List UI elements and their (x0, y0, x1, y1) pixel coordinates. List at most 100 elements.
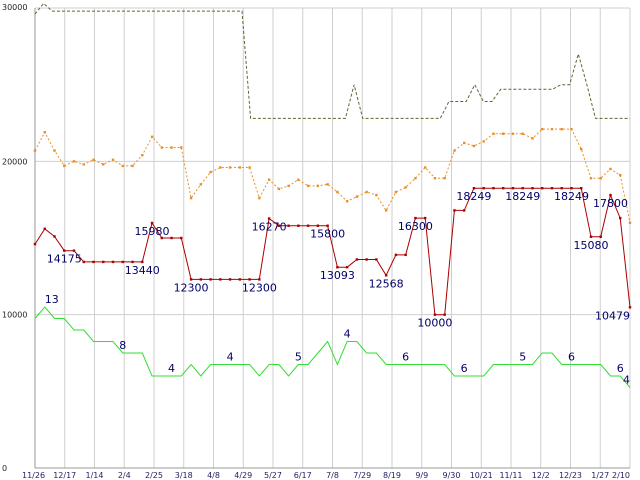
data-point (375, 258, 378, 261)
x-tick-label: 12/23 (559, 471, 582, 480)
grid (34, 7, 631, 469)
data-point (384, 274, 388, 277)
data-label: 5 (519, 351, 526, 364)
data-point (462, 141, 466, 145)
data-point (306, 224, 310, 227)
x-tick-label: 2/4 (118, 471, 131, 480)
data-point (599, 235, 602, 238)
data-point (443, 313, 446, 316)
data-point (53, 149, 56, 152)
data-point (365, 258, 368, 261)
data-label: 4 (344, 328, 351, 341)
data-point (248, 166, 251, 169)
data-point (238, 166, 242, 169)
x-tick-label: 8/19 (383, 471, 401, 480)
data-point (570, 186, 573, 190)
data-point (472, 186, 476, 190)
data-point (482, 140, 485, 143)
data-point (209, 170, 212, 174)
data-point (43, 227, 46, 230)
data-point (111, 158, 115, 161)
data-point (180, 146, 183, 149)
data-label: 10479 (595, 309, 630, 322)
data-point (267, 178, 271, 181)
x-tick-label: 6/17 (294, 471, 312, 480)
data-point (228, 278, 232, 281)
data-point (433, 177, 437, 180)
data-point (482, 186, 485, 190)
data-labels: 14175 13440 15980 12300 12300 16270 15800 13093… (45, 190, 630, 386)
data-point (336, 266, 339, 269)
data-point (619, 173, 622, 177)
data-point (43, 131, 46, 134)
data-point (316, 184, 320, 188)
data-point (609, 167, 612, 171)
data-point (609, 193, 612, 197)
data-point (92, 158, 95, 161)
data-point (501, 186, 505, 190)
data-point (570, 127, 573, 131)
data-point (550, 127, 554, 131)
data-label: 15980 (135, 225, 170, 238)
data-label: 12300 (242, 281, 277, 294)
data-point (462, 209, 466, 212)
series-line-3 (34, 187, 631, 316)
x-tick-label: 2/25 (145, 471, 163, 480)
data-point (511, 186, 515, 190)
data-point (589, 235, 593, 238)
data-point (628, 221, 632, 224)
data-point (209, 278, 212, 281)
data-point (33, 242, 37, 246)
data-point (102, 163, 105, 166)
data-label: 6 (568, 351, 575, 364)
data-point (111, 260, 115, 264)
data-point (423, 166, 427, 169)
data-point (277, 187, 281, 191)
data-point (580, 186, 583, 190)
data-point (82, 163, 85, 166)
data-point (199, 183, 203, 186)
y-tick-label: 10000 (2, 311, 27, 320)
data-point (394, 190, 398, 194)
data-point (443, 177, 446, 180)
data-point (580, 147, 583, 151)
y-tick-label: 20000 (2, 157, 27, 166)
data-point (102, 260, 105, 264)
data-point (180, 236, 183, 240)
data-point (160, 146, 164, 149)
data-label: 10000 (417, 317, 452, 330)
data-point (150, 221, 154, 225)
data-point (131, 164, 134, 168)
data-point (599, 177, 602, 180)
series-line-2 (34, 128, 631, 223)
data-label: 12300 (174, 281, 209, 294)
data-point (267, 217, 271, 220)
data-point (199, 278, 203, 281)
data-point (63, 249, 66, 252)
data-point (53, 235, 56, 238)
x-tick-label: 7/8 (326, 471, 339, 480)
x-tick-label: 4/8 (207, 471, 220, 480)
data-label: 15080 (573, 239, 608, 252)
data-label: 13 (45, 293, 59, 306)
data-point (326, 183, 329, 186)
data-point (82, 260, 85, 264)
x-tick-label: 12/17 (53, 471, 76, 480)
data-point (141, 154, 144, 157)
data-point (404, 186, 407, 189)
series-line-1 (34, 2, 630, 119)
data-point (511, 132, 515, 135)
data-label: 4 (168, 362, 175, 375)
data-label: 15800 (310, 228, 345, 241)
x-tick-label: 5/27 (264, 471, 282, 480)
data-point (492, 186, 495, 190)
data-label: 14175 (47, 253, 82, 266)
data-point (258, 196, 261, 200)
data-point (189, 196, 193, 200)
data-point (287, 184, 290, 188)
data-point (589, 177, 593, 180)
series-layer (33, 2, 632, 388)
data-point (170, 236, 173, 240)
data-point (316, 224, 320, 227)
